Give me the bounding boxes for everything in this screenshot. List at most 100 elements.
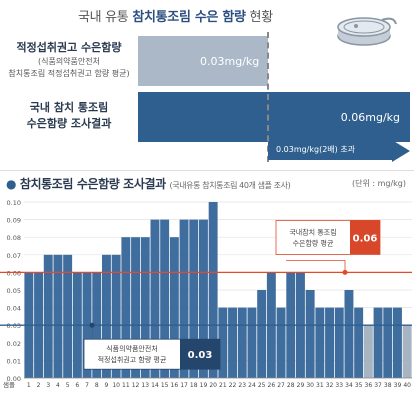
x-tick-label: 17 bbox=[180, 382, 188, 389]
bar-18 bbox=[189, 219, 199, 378]
recommended-value: 0.03mg/kg bbox=[200, 54, 260, 68]
recommended-bar: 0.03mg/kg bbox=[138, 36, 268, 86]
x-tick-label: 16 bbox=[171, 382, 179, 389]
bar-27 bbox=[276, 307, 286, 378]
x-tick-label: 11 bbox=[122, 382, 130, 389]
bar-12 bbox=[131, 237, 141, 378]
x-tick-label: 9 bbox=[105, 382, 109, 389]
recommended-label-line3: 참치통조림 적정섭취권고 함량 평균) bbox=[8, 69, 130, 78]
bar-13 bbox=[140, 237, 150, 378]
x-tick-label: 37 bbox=[374, 382, 382, 389]
y-tick-label: 0.07 bbox=[7, 252, 21, 260]
bar-24 bbox=[247, 307, 257, 378]
page-title: 국내 유통 참치통조림 수은 함량 현황 bbox=[78, 6, 273, 25]
bar-16 bbox=[169, 237, 179, 378]
chart-title: ● 참치통조림 수은함량 조사결과 (국내유통 참치통조림 40개 샘플 조사) bbox=[6, 175, 291, 192]
x-tick-label: 23 bbox=[238, 382, 246, 389]
bar-25 bbox=[257, 290, 267, 378]
x-tick-label: 6 bbox=[75, 382, 79, 389]
excess-arrow bbox=[268, 140, 410, 162]
bar-10 bbox=[111, 254, 121, 378]
bar-19 bbox=[198, 219, 208, 378]
title-prefix: 국내 유통 bbox=[78, 10, 133, 25]
bar-23 bbox=[237, 307, 247, 378]
y-tick-label: 0.08 bbox=[7, 234, 21, 242]
x-tick-label: 31 bbox=[316, 382, 324, 389]
x-tick-label: 32 bbox=[326, 382, 334, 389]
bar-22 bbox=[228, 307, 238, 378]
bar-32 bbox=[325, 307, 335, 378]
y-tick-label: 0.00 bbox=[7, 375, 21, 383]
x-tick-label: 12 bbox=[132, 382, 140, 389]
x-tick-label: 3 bbox=[46, 382, 50, 389]
y-tick-label: 0.03 bbox=[7, 322, 21, 330]
recommended-box-value-bg bbox=[180, 339, 220, 370]
x-tick-label: 28 bbox=[287, 382, 295, 389]
bar-36 bbox=[363, 325, 373, 378]
bar-38 bbox=[383, 307, 393, 378]
chart-subtitle: (국내유통 참치통조림 40개 샘플 조사) bbox=[169, 181, 291, 190]
excess-label: 0.03mg/kg(2배) 초과 bbox=[276, 145, 356, 154]
x-tick-label: 27 bbox=[277, 382, 285, 389]
y-tick-label: 0.02 bbox=[7, 340, 21, 348]
bar-9 bbox=[101, 254, 111, 378]
x-tick-label: 8 bbox=[95, 382, 99, 389]
x-tick-label: 30 bbox=[306, 382, 314, 389]
bar-15 bbox=[160, 219, 170, 378]
x-tick-label: 22 bbox=[229, 382, 237, 389]
mercury-bar-chart: 0.00 0.01 0.02 0.03 0.04 0.05 0.06 0.07 0.08 0.09… bbox=[0, 199, 412, 389]
bar-33 bbox=[334, 307, 344, 378]
y-tick-label: 0.04 bbox=[7, 305, 21, 313]
x-tick-label: 35 bbox=[355, 382, 363, 389]
bar-3 bbox=[43, 254, 53, 378]
measured-ann-line1: 국내참치 통조림 bbox=[289, 227, 336, 236]
title-suffix: 현황 bbox=[245, 10, 274, 25]
unit-label: (단위 : mg/kg) bbox=[351, 179, 406, 188]
y-tick-label: 0.05 bbox=[7, 287, 21, 295]
x-tick-label: 24 bbox=[248, 382, 256, 389]
bar-5 bbox=[63, 254, 73, 378]
measured-ann-value: 0.06 bbox=[353, 233, 378, 244]
measured-value: 0.06mg/kg bbox=[340, 110, 400, 124]
bar-37 bbox=[373, 307, 383, 378]
bar-31 bbox=[315, 307, 325, 378]
x-tick-label: 39 bbox=[394, 382, 402, 389]
x-tick-label: 14 bbox=[151, 382, 159, 389]
bar-34 bbox=[344, 290, 354, 378]
x-tick-label: 33 bbox=[335, 382, 343, 389]
x-tick-label: 36 bbox=[365, 382, 373, 389]
recommended-divider bbox=[267, 32, 269, 162]
x-tick-label: 21 bbox=[219, 382, 227, 389]
bar-17 bbox=[179, 219, 189, 378]
x-tick-label: 1 bbox=[27, 382, 31, 389]
x-tick-label: 5 bbox=[66, 382, 70, 389]
bullet-icon: ● bbox=[6, 177, 17, 191]
x-tick-label: 7 bbox=[85, 382, 89, 389]
measured-ann-line2: 수은함량 평균 bbox=[293, 238, 334, 247]
recommended-ann-line1: 식품의약품안전처 bbox=[106, 344, 158, 353]
bar-4 bbox=[53, 254, 63, 378]
bar-14 bbox=[150, 219, 160, 378]
x-axis-label: 샘플 bbox=[3, 381, 15, 389]
x-tick-label: 40 bbox=[403, 382, 411, 389]
measured-label: 국내 참치 통조림 수은함량 조사결과 bbox=[4, 100, 134, 132]
y-tick-label: 0.09 bbox=[7, 217, 21, 225]
bar-40 bbox=[402, 325, 412, 378]
measured-label-line1: 국내 참치 통조림 bbox=[29, 101, 109, 114]
recommended-label: 적정섭취권고 수은함량 (식품의약품안전처 참치통조림 적정섭취권고 함량 평균… bbox=[4, 40, 134, 80]
bar-21 bbox=[218, 307, 228, 378]
x-tick-label: 2 bbox=[37, 382, 41, 389]
bar-11 bbox=[121, 237, 131, 378]
y-tick-label: 0.06 bbox=[7, 269, 21, 277]
bar-35 bbox=[354, 307, 364, 378]
measured-bar: 0.06mg/kg bbox=[138, 92, 410, 142]
bar-39 bbox=[392, 307, 402, 378]
y-tick-label: 0.10 bbox=[7, 199, 21, 207]
recommended-ann-value: 0.03 bbox=[188, 350, 213, 361]
bar-20 bbox=[208, 202, 218, 378]
x-tick-label: 10 bbox=[112, 382, 120, 389]
x-tick-label: 29 bbox=[297, 382, 305, 389]
x-tick-label: 34 bbox=[345, 382, 353, 389]
recommended-label-line1: 적정섭취권고 수은함량 bbox=[16, 41, 122, 54]
chart-title-text: 참치통조림 수은함량 조사결과 bbox=[19, 177, 166, 191]
